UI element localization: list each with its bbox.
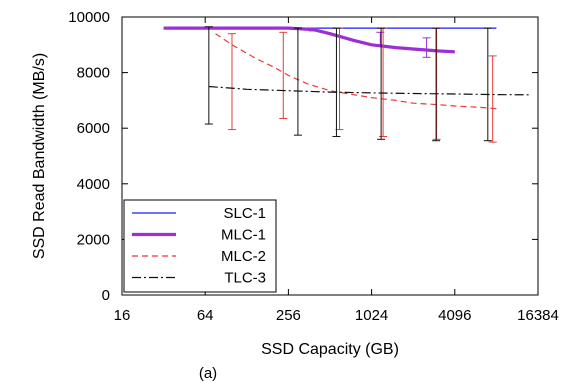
- plot-frame: [121, 16, 539, 296]
- errorbar-mlc-1: [422, 37, 431, 58]
- x-axis-title: SSD Capacity (GB): [261, 341, 399, 358]
- x-tick-label: 64: [197, 307, 214, 324]
- x-tick-label: 4096: [438, 307, 471, 324]
- legend-label-mlc-2: MLC-2: [221, 248, 266, 265]
- errorbar-mlc-2: [488, 55, 497, 143]
- errorbar-tlc-3: [332, 27, 341, 138]
- chart-marks: [163, 26, 529, 143]
- y-axis-title: SSD Read Bandwidth (MB/s): [31, 53, 48, 259]
- legend: SLC-1 MLC-1 MLC-2 TLC-3: [123, 199, 277, 293]
- y-tick-label: 10000: [68, 9, 110, 26]
- y-tick-label: 0: [102, 287, 110, 304]
- errorbar-tlc-3: [377, 27, 386, 140]
- errorbar-tlc-3: [293, 27, 302, 136]
- axis-ticks: 0 2000 4000 6000 8000 10000 16 64 256 1024 4096 163…: [68, 9, 559, 324]
- errorbar-tlc-3: [204, 26, 213, 125]
- y-tick-label: 8000: [77, 65, 110, 82]
- errorbar-tlc-3: [432, 27, 441, 142]
- series-line-mlc-1: [163, 26, 455, 54]
- series-line-tlc-3: [208, 85, 529, 96]
- x-tick-label: 256: [276, 307, 301, 324]
- figure-caption: (a): [199, 365, 217, 382]
- legend-label-mlc-1: MLC-1: [221, 227, 266, 244]
- y-tick-label: 4000: [77, 176, 110, 193]
- y-tick-label: 2000: [77, 231, 110, 248]
- y-tick-label: 6000: [77, 120, 110, 137]
- legend-box: [123, 199, 277, 293]
- series-line-mlc-2: [215, 33, 497, 110]
- errorbar-mlc-2: [227, 33, 236, 131]
- x-tick-label: 16: [114, 307, 131, 324]
- legend-label-tlc-3: TLC-3: [224, 270, 266, 287]
- legend-label-slc-1: SLC-1: [223, 205, 266, 222]
- x-tick-label: 1024: [355, 307, 388, 324]
- x-tick-label: 16384: [517, 307, 559, 324]
- errorbar-mlc-2: [279, 31, 288, 119]
- errorbar-tlc-3: [483, 27, 492, 142]
